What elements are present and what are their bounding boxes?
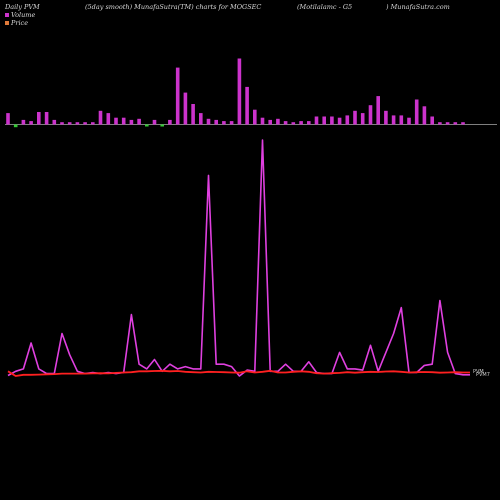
volume-bar	[268, 119, 272, 125]
volume-bar	[183, 92, 188, 125]
volume-bar	[376, 96, 380, 125]
volume-bar	[407, 117, 411, 125]
volume-bar	[206, 118, 211, 125]
volume-bar	[229, 121, 234, 125]
chart-header-symbol: (Motilalamc - G5	[297, 3, 353, 11]
volume-bar	[44, 112, 49, 125]
volume-bar	[29, 121, 33, 125]
volume-bar	[314, 116, 319, 125]
volume-bar	[13, 124, 18, 128]
volume-bar	[399, 115, 404, 125]
volume-bar	[175, 67, 180, 125]
chart-header-site: ) MunafaSutra.com	[386, 3, 450, 11]
volume-bar	[222, 121, 226, 125]
volume-bar	[114, 117, 118, 125]
volume-bar	[445, 122, 450, 125]
volume-bar	[430, 116, 434, 125]
volume-bar	[283, 121, 288, 125]
pvm-line	[7, 139, 470, 377]
volume-bar	[52, 119, 57, 125]
volume-bar	[191, 104, 195, 125]
volume-bar	[129, 119, 134, 125]
volume-bar	[438, 122, 442, 125]
volume-bar	[307, 121, 311, 125]
volume-bar	[214, 119, 218, 125]
volume-bar	[453, 122, 458, 125]
volume-bar	[384, 110, 388, 125]
volume-bar	[106, 113, 111, 125]
volume-bar	[322, 116, 326, 125]
volume-bar	[260, 117, 265, 125]
end-label-primary: PVM	[473, 369, 484, 375]
volume-bar	[237, 58, 242, 125]
volume-bar	[353, 110, 357, 125]
volume-bar	[330, 116, 334, 125]
volume-bar	[391, 115, 396, 125]
volume-bar	[121, 117, 126, 125]
volume-bar	[199, 113, 203, 125]
volume-bar	[21, 119, 26, 125]
legend-price-swatch	[5, 21, 9, 25]
volume-bar	[245, 86, 249, 125]
volume-bar	[145, 124, 149, 127]
end-label-secondary: PVM7	[476, 372, 490, 378]
volume-bar	[368, 105, 373, 125]
volume-bar	[299, 121, 303, 125]
volume-bar	[152, 119, 157, 125]
volume-bar	[291, 122, 296, 125]
legend-price: Price	[5, 19, 28, 27]
price-line	[7, 369, 470, 377]
volume-bar	[37, 112, 41, 125]
volume-bar	[422, 106, 427, 125]
volume-bar	[137, 118, 141, 125]
volume-bar	[98, 110, 103, 125]
volume-bar	[276, 118, 280, 125]
volume-bar	[75, 122, 80, 125]
volume-bar	[414, 99, 419, 125]
volume-bar	[60, 122, 64, 125]
volume-bar	[461, 122, 465, 125]
volume-bar	[360, 113, 365, 125]
legend-volume-label: Volume	[11, 11, 36, 19]
volume-bars	[6, 58, 465, 128]
volume-bar	[345, 115, 350, 125]
volume-bar	[337, 117, 342, 125]
legend-volume-swatch	[5, 13, 9, 17]
volume-bar	[160, 124, 164, 127]
volume-bar	[67, 122, 72, 125]
volume-bar	[253, 109, 257, 125]
series-lines	[7, 139, 470, 377]
chart-title: (5day smooth) MunafaSutra(TM) charts for…	[85, 3, 262, 11]
legend-volume: Volume	[5, 11, 35, 19]
chart-header-left: Daily PVM	[5, 3, 40, 11]
volume-bar	[168, 119, 172, 125]
legend-price-label: Price	[11, 19, 29, 27]
volume-bar	[83, 122, 87, 125]
volume-bar	[91, 122, 95, 125]
volume-bar	[6, 113, 10, 125]
